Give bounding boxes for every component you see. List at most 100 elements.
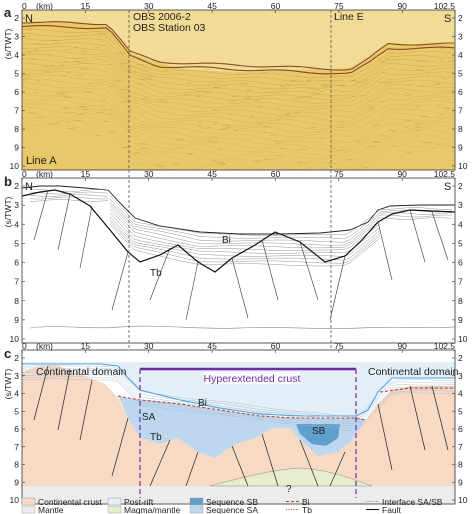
fault-line xyxy=(79,379,93,441)
seismic-texture-mark xyxy=(141,98,147,99)
fault-line xyxy=(329,255,346,321)
seismic-texture-mark xyxy=(22,78,28,80)
seismic-texture-mark xyxy=(139,143,148,145)
x-tick-label-c: 30 xyxy=(144,341,154,351)
seismic-texture-mark xyxy=(272,140,279,143)
x-tick-label-a: 0 xyxy=(22,1,27,11)
x-tick-label-c: 75 xyxy=(334,341,344,351)
y-tick-label-right-a: 3 xyxy=(458,32,463,42)
seismic-texture-mark xyxy=(216,162,223,164)
seismic-texture-mark xyxy=(323,73,332,76)
y-tick-label-left-c: 7 xyxy=(14,442,19,452)
seismic-texture-mark xyxy=(203,68,210,70)
x-tick-label-a: 60 xyxy=(271,1,281,11)
seismic-texture-mark xyxy=(196,126,203,128)
y-tick-label-left-a: 4 xyxy=(14,50,19,60)
seismic-texture-mark xyxy=(258,106,263,107)
y-tick-label-right-b: 8 xyxy=(458,296,463,306)
legend-label: Continental crust xyxy=(38,497,102,507)
y-tick-label-right-c: 10 xyxy=(458,495,468,505)
reflector-line xyxy=(22,37,455,87)
y-tick-label-right-c: 2 xyxy=(458,353,463,363)
y-tick-label-left-c: 5 xyxy=(14,406,19,416)
x-tick-label-b: 102.5 xyxy=(434,169,456,179)
seismic-texture-mark xyxy=(314,131,320,133)
seismic-texture-mark xyxy=(183,94,190,96)
reflector-line xyxy=(22,42,455,93)
reflector-line xyxy=(22,54,455,104)
legend-label: Fault xyxy=(382,505,402,514)
seismic-texture-mark xyxy=(369,106,374,108)
x-tick-label-c: 45 xyxy=(207,341,217,351)
post-rift-horizon xyxy=(109,206,381,249)
shelf-horizon xyxy=(379,207,453,210)
seismic-texture-mark xyxy=(73,46,79,49)
fault-line xyxy=(431,385,449,451)
x-tick-label-a: 75 xyxy=(334,1,344,11)
seismic-texture-mark xyxy=(78,62,85,64)
x-tick-label-b: 30 xyxy=(144,169,154,179)
seismic-texture-mark xyxy=(407,98,413,100)
reflector-line xyxy=(22,67,455,118)
x-tick-label-c: 0 xyxy=(22,341,27,351)
seismic-texture-mark xyxy=(158,100,167,102)
seismic-texture-mark xyxy=(89,92,93,94)
y-tick-label-left-a: 3 xyxy=(14,32,19,42)
seismic-texture-mark xyxy=(47,123,56,125)
y-tick-label-left-c: 9 xyxy=(14,477,19,487)
label-question-c: ? xyxy=(286,484,292,495)
seismic-texture-mark xyxy=(296,161,303,163)
seismic-texture-mark xyxy=(418,85,425,87)
y-tick-label-right-b: 3 xyxy=(458,200,463,210)
reflector-line xyxy=(22,91,455,143)
south-label-b: S xyxy=(444,181,451,193)
crossline-label: Line E xyxy=(334,11,364,23)
seismic-texture-mark xyxy=(390,145,399,147)
legend-label: Post-rift xyxy=(124,497,154,507)
fault-line xyxy=(377,403,393,471)
seismic-texture-mark xyxy=(115,52,125,54)
legend-swatch xyxy=(107,505,122,514)
reflector-line xyxy=(22,62,455,112)
seismic-texture-mark xyxy=(33,49,39,51)
y-tick-label-left-a: 8 xyxy=(14,124,19,134)
seismic-texture-mark xyxy=(379,60,386,62)
y-tick-label-right-b: 9 xyxy=(458,315,463,325)
seismic-texture-mark xyxy=(226,126,234,128)
reflector-line xyxy=(22,99,455,152)
reflector-line xyxy=(22,71,455,122)
post-rift-horizon-c xyxy=(22,367,455,421)
seismic-texture-mark xyxy=(377,82,386,84)
fault-line xyxy=(79,205,93,269)
seismic-texture-mark xyxy=(327,163,337,165)
fault-line xyxy=(409,209,426,263)
label-tb-b: Tb xyxy=(150,268,162,279)
seismic-texture-mark xyxy=(61,75,67,77)
y-tick-label-right-c: 6 xyxy=(458,424,463,434)
seismic-texture-mark xyxy=(435,143,441,145)
tb-horizon-line xyxy=(379,387,455,393)
y-tick-label-left-c: 4 xyxy=(14,389,19,399)
reflector-line xyxy=(22,95,455,148)
seismic-texture-mark xyxy=(446,98,450,100)
shelf-horizon xyxy=(29,189,109,192)
seismic-texture-mark xyxy=(123,146,128,148)
panel-c-letter: c xyxy=(4,346,11,361)
seismic-texture-mark xyxy=(55,122,59,124)
post-rift-horizon xyxy=(109,198,381,239)
seismic-texture-mark xyxy=(94,30,99,32)
label-tb-c: Tb xyxy=(150,432,162,443)
post-rift-horizon xyxy=(109,219,381,261)
reflector-line xyxy=(22,120,455,170)
fault-line xyxy=(231,445,249,487)
seismic-texture-mark xyxy=(128,136,133,138)
seismic-texture-mark xyxy=(299,149,308,151)
seismic-texture-mark xyxy=(409,109,413,111)
fault-line xyxy=(33,365,49,421)
seismic-texture-mark xyxy=(415,130,420,132)
seismic-texture-mark xyxy=(414,127,420,129)
seismic-texture-mark xyxy=(243,98,253,99)
fault-lines xyxy=(33,189,449,321)
post-rift-horizon xyxy=(109,216,381,257)
y-unit-label-a: (s/TWT) xyxy=(3,28,13,59)
